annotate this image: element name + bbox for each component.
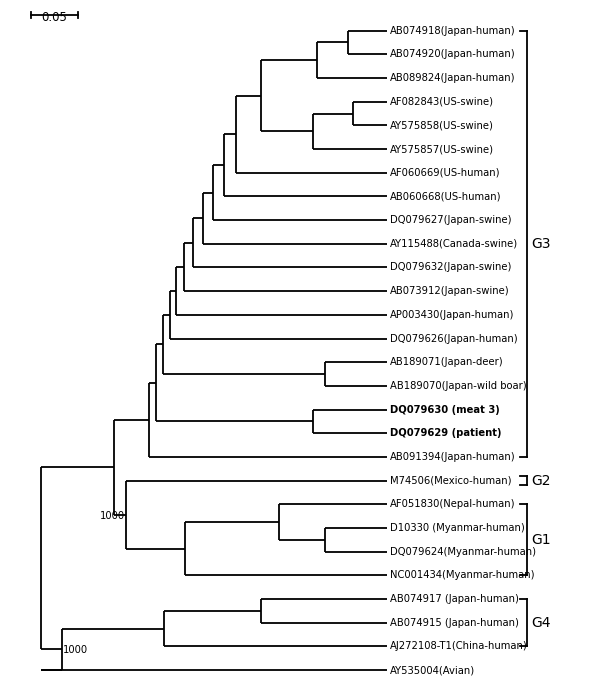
Text: G2: G2 <box>531 473 551 488</box>
Text: DQ079630 (meat 3): DQ079630 (meat 3) <box>389 404 499 415</box>
Text: DQ079626(Japan-human): DQ079626(Japan-human) <box>389 333 517 344</box>
Text: 1000: 1000 <box>100 511 125 521</box>
Text: DQ079624(Myanmar-human): DQ079624(Myanmar-human) <box>389 546 536 557</box>
Text: DQ079632(Japan-swine): DQ079632(Japan-swine) <box>389 262 511 272</box>
Text: AB089824(Japan-human): AB089824(Japan-human) <box>389 73 515 83</box>
Text: AB091394(Japan-human): AB091394(Japan-human) <box>389 452 515 462</box>
Text: AY115488(Canada-swine): AY115488(Canada-swine) <box>389 239 518 248</box>
Text: G4: G4 <box>531 616 551 630</box>
Text: D10330 (Myanmar-human): D10330 (Myanmar-human) <box>389 523 524 533</box>
Text: G3: G3 <box>531 237 551 251</box>
Text: AY535004(Avian): AY535004(Avian) <box>389 665 475 675</box>
Text: AB189070(Japan-wild boar): AB189070(Japan-wild boar) <box>389 381 526 391</box>
Text: AB073912(Japan-swine): AB073912(Japan-swine) <box>389 286 509 296</box>
Text: AF060669(US-human): AF060669(US-human) <box>389 168 500 177</box>
Text: 0.05: 0.05 <box>41 11 67 24</box>
Text: AY575858(US-swine): AY575858(US-swine) <box>389 120 493 130</box>
Text: AB189071(Japan-deer): AB189071(Japan-deer) <box>389 357 503 367</box>
Text: NC001434(Myanmar-human): NC001434(Myanmar-human) <box>389 570 534 580</box>
Text: AY575857(US-swine): AY575857(US-swine) <box>389 144 494 154</box>
Text: AB074920(Japan-human): AB074920(Japan-human) <box>389 49 515 59</box>
Text: AB074918(Japan-human): AB074918(Japan-human) <box>389 26 515 35</box>
Text: M74506(Mexico-human): M74506(Mexico-human) <box>389 475 511 486</box>
Text: AF051830(Nepal-human): AF051830(Nepal-human) <box>389 499 515 509</box>
Text: DQ079627(Japan-swine): DQ079627(Japan-swine) <box>389 215 511 225</box>
Text: G1: G1 <box>531 533 551 547</box>
Text: AF082843(US-swine): AF082843(US-swine) <box>389 97 494 106</box>
Text: 1000: 1000 <box>63 645 88 656</box>
Text: AB060668(US-human): AB060668(US-human) <box>389 191 501 201</box>
Text: AP003430(Japan-human): AP003430(Japan-human) <box>389 310 514 320</box>
Text: AB074915 (Japan-human): AB074915 (Japan-human) <box>389 618 518 628</box>
Text: AJ272108-T1(China-human): AJ272108-T1(China-human) <box>389 642 527 651</box>
Text: AB074917 (Japan-human): AB074917 (Japan-human) <box>389 594 518 604</box>
Text: DQ079629 (patient): DQ079629 (patient) <box>389 428 501 438</box>
